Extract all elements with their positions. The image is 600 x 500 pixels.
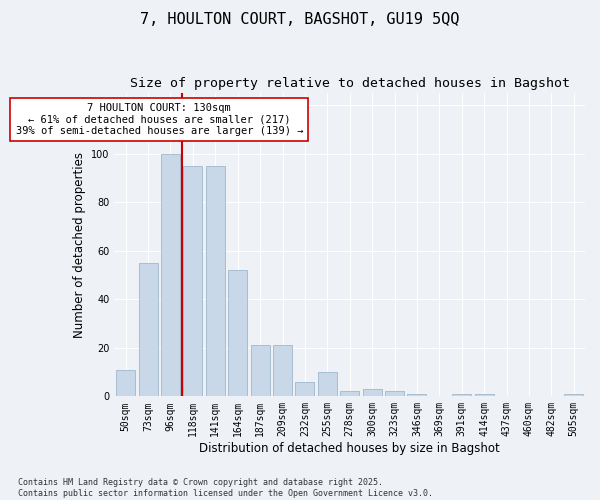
Bar [161,154,180,396]
Bar [295,382,314,396]
Bar [475,394,494,396]
Bar [385,392,404,396]
Bar [273,346,292,397]
Bar [340,392,359,396]
Bar [362,389,382,396]
Bar [228,270,247,396]
Bar [116,370,135,396]
Bar [564,394,583,396]
Bar [206,166,225,396]
Y-axis label: Number of detached properties: Number of detached properties [73,152,86,338]
Text: 7 HOULTON COURT: 130sqm
← 61% of detached houses are smaller (217)
39% of semi-d: 7 HOULTON COURT: 130sqm ← 61% of detache… [16,103,303,136]
X-axis label: Distribution of detached houses by size in Bagshot: Distribution of detached houses by size … [199,442,500,455]
Bar [139,263,158,396]
Text: Contains HM Land Registry data © Crown copyright and database right 2025.
Contai: Contains HM Land Registry data © Crown c… [18,478,433,498]
Bar [452,394,471,396]
Bar [184,166,202,396]
Bar [251,346,269,397]
Text: 7, HOULTON COURT, BAGSHOT, GU19 5QQ: 7, HOULTON COURT, BAGSHOT, GU19 5QQ [140,12,460,28]
Bar [318,372,337,396]
Title: Size of property relative to detached houses in Bagshot: Size of property relative to detached ho… [130,78,570,90]
Bar [407,394,427,396]
